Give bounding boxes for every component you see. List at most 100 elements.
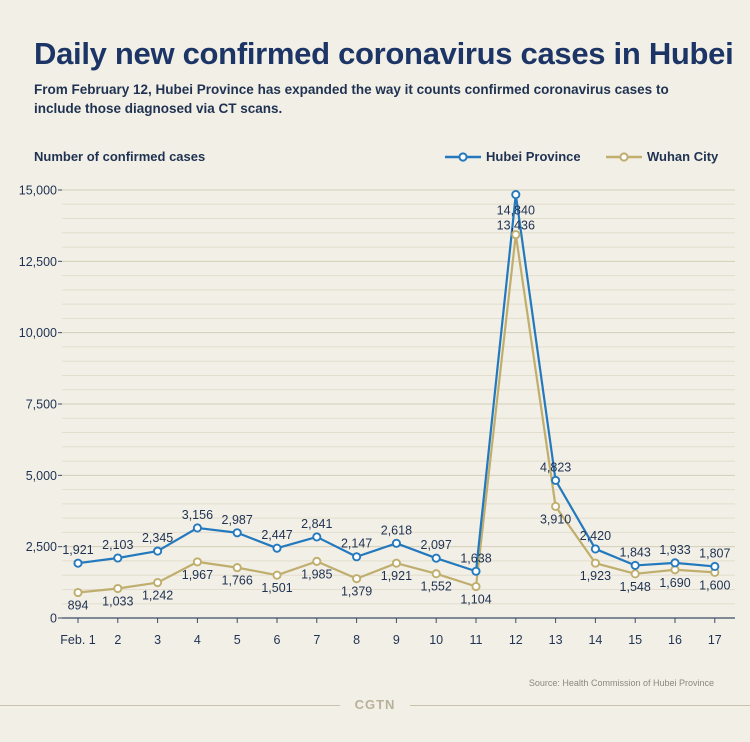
legend-wuhan-label: Wuhan City (647, 149, 719, 164)
wuhan-data-label: 1,548 (620, 580, 651, 594)
wuhan-data-label: 1,967 (182, 568, 213, 582)
x-tick-label: 17 (708, 633, 722, 647)
wuhan-data-label: 1,985 (301, 567, 332, 581)
wuhan-data-label: 1,690 (659, 576, 690, 590)
wuhan-point (352, 574, 362, 584)
wuhan-data-label: 1,104 (460, 592, 491, 606)
hubei-point (312, 532, 322, 542)
wuhan-point (551, 501, 561, 511)
hubei-data-label: 2,147 (341, 537, 372, 551)
legend-hubei-label: Hubei Province (486, 149, 581, 164)
y-tick-label: 0 (50, 612, 57, 626)
wuhan-data-label: 894 (68, 598, 89, 612)
wuhan-data-label: 1,923 (580, 569, 611, 583)
hubei-point (511, 190, 521, 200)
wuhan-data-label: 1,242 (142, 589, 173, 603)
wuhan-point (113, 583, 123, 594)
hubei-point (630, 560, 640, 570)
x-tick-label: 3 (154, 633, 161, 647)
x-tick-label: 7 (313, 633, 320, 647)
hubei-data-label: 2,841 (301, 517, 332, 531)
footer-divider-left (0, 705, 340, 706)
y-tick-label: 12,500 (19, 255, 57, 269)
hubei-point (272, 543, 282, 553)
source-note: Source: Health Commission of Hubei Provi… (528, 678, 714, 688)
y-tick-label: 2,500 (26, 540, 57, 554)
hubei-point (670, 558, 680, 568)
hubei-point (232, 528, 242, 538)
wuhan-data-label: 1,379 (341, 585, 372, 599)
hubei-point (113, 553, 123, 563)
wuhan-point (73, 587, 83, 598)
x-tick-label: 12 (509, 633, 523, 647)
wuhan-data-label: 1,600 (699, 578, 730, 592)
wuhan-point (232, 563, 242, 573)
chart-title: Daily new confirmed coronavirus cases in… (34, 36, 734, 71)
wuhan-data-label: 1,501 (261, 581, 292, 595)
y-tick-label: 5,000 (26, 469, 57, 483)
x-tick-label: 9 (393, 633, 400, 647)
hubei-data-label: 2,103 (102, 538, 133, 552)
wuhan-point (391, 558, 401, 568)
legend-hubei-line-icon (445, 152, 481, 162)
wuhan-point (431, 569, 441, 579)
hubei-data-label: 1,843 (620, 545, 651, 559)
legend-wuhan-line-icon (606, 152, 642, 162)
wuhan-point (192, 557, 202, 567)
chart-subtitle: From February 12, Hubei Province has exp… (34, 82, 669, 116)
footer-divider-right (410, 705, 750, 706)
hubei-data-label: 14,840 (497, 204, 535, 218)
x-tick-label: 10 (429, 633, 443, 647)
hubei-data-label: 2,987 (222, 513, 253, 527)
x-tick-label: 6 (274, 633, 281, 647)
hubei-point (391, 538, 401, 548)
hubei-data-label: 2,618 (381, 523, 412, 537)
brand-logo: CGTN (354, 697, 396, 712)
hubei-point (590, 544, 600, 554)
wuhan-point (511, 230, 521, 240)
wuhan-point (590, 558, 600, 568)
wuhan-data-label: 13,436 (497, 219, 535, 233)
y-axis-title: Number of confirmed cases (34, 149, 206, 164)
hubei-point (431, 553, 441, 563)
hubei-point (352, 552, 362, 562)
wuhan-data-label: 1,552 (421, 580, 452, 594)
x-tick-label: 15 (628, 633, 642, 647)
hubei-data-label: 2,097 (421, 538, 452, 552)
wuhan-data-label: 3,910 (540, 512, 571, 526)
hubei-data-label: 1,933 (659, 543, 690, 557)
hubei-data-label: 1,807 (699, 546, 730, 560)
hubei-series-line (77, 193, 715, 573)
wuhan-point (630, 569, 640, 579)
wuhan-data-label: 1,033 (102, 595, 133, 609)
hubei-data-label: 3,156 (182, 508, 213, 522)
y-tick-label: 15,000 (19, 184, 57, 198)
hubei-point (710, 561, 720, 571)
wuhan-data-label: 1,921 (381, 569, 412, 583)
hubei-point (153, 546, 163, 556)
x-tick-label: 4 (194, 633, 201, 647)
hubei-data-label: 2,420 (580, 529, 611, 543)
x-tick-label: 16 (668, 633, 682, 647)
hubei-point (73, 558, 83, 568)
hubei-point (471, 566, 481, 576)
wuhan-point (312, 556, 322, 566)
wuhan-point (471, 581, 481, 592)
wuhan-point (272, 570, 282, 580)
x-tick-label: 14 (588, 633, 602, 647)
x-tick-label: 2 (114, 633, 121, 647)
hubei-data-label: 1,921 (62, 543, 93, 557)
hubei-data-label: 1,638 (460, 551, 491, 565)
hubei-point (192, 523, 202, 533)
hubei-data-label: 2,345 (142, 531, 173, 545)
hubei-data-label: 2,447 (261, 528, 292, 542)
x-tick-label: 8 (353, 633, 360, 647)
x-tick-label: Feb. 1 (60, 633, 95, 647)
y-tick-label: 10,000 (19, 326, 57, 340)
x-tick-label: 5 (234, 633, 241, 647)
x-tick-label: 11 (470, 633, 483, 647)
wuhan-data-label: 1,766 (222, 574, 253, 588)
hubei-point (551, 475, 561, 485)
hubei-data-label: 4,823 (540, 460, 571, 474)
